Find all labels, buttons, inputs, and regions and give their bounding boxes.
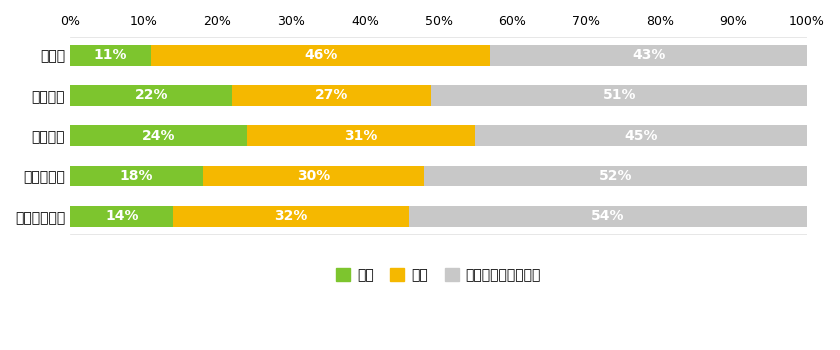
Bar xyxy=(70,85,232,106)
Bar xyxy=(409,206,807,227)
Bar xyxy=(70,125,247,146)
Text: 46%: 46% xyxy=(304,48,338,62)
Bar xyxy=(491,44,807,65)
Text: 32%: 32% xyxy=(275,209,308,223)
Bar xyxy=(70,44,151,65)
Legend: 良い, 悪い, どちらともいえない: 良い, 悪い, どちらともいえない xyxy=(329,261,548,289)
Bar xyxy=(431,85,807,106)
Text: 52%: 52% xyxy=(599,169,633,183)
Bar xyxy=(232,85,431,106)
Text: 27%: 27% xyxy=(315,88,349,102)
Text: 11%: 11% xyxy=(94,48,128,62)
Bar xyxy=(173,206,409,227)
Text: 30%: 30% xyxy=(297,169,330,183)
Text: 14%: 14% xyxy=(105,209,139,223)
Bar xyxy=(70,166,202,187)
Bar xyxy=(247,125,475,146)
Text: 45%: 45% xyxy=(624,129,658,143)
Text: 43%: 43% xyxy=(632,48,665,62)
Bar xyxy=(151,44,491,65)
Bar xyxy=(475,125,807,146)
Bar xyxy=(202,166,424,187)
Bar xyxy=(424,166,807,187)
Text: 24%: 24% xyxy=(142,129,176,143)
Text: 31%: 31% xyxy=(344,129,378,143)
Text: 18%: 18% xyxy=(119,169,153,183)
Text: 54%: 54% xyxy=(591,209,625,223)
Bar xyxy=(70,206,173,227)
Text: 51%: 51% xyxy=(602,88,636,102)
Text: 22%: 22% xyxy=(134,88,168,102)
